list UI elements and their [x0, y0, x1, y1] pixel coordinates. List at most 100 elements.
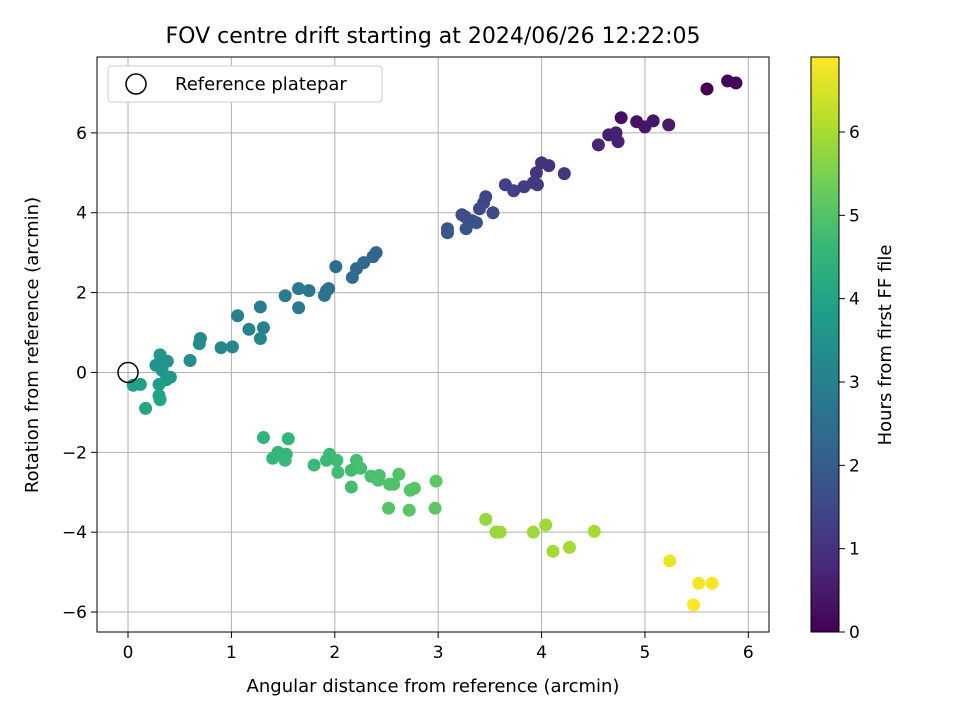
data-point — [307, 458, 321, 472]
y-tick-label: 2 — [76, 284, 87, 304]
x-axis-ticks: 0 1 2 3 4 5 6 — [123, 632, 754, 663]
data-point — [278, 289, 292, 303]
data-point — [614, 111, 628, 125]
data-point — [611, 135, 625, 149]
data-point — [281, 432, 295, 446]
data-point — [292, 282, 306, 296]
data-point — [153, 348, 167, 362]
y-tick-label: 0 — [76, 363, 87, 383]
data-point — [331, 465, 345, 479]
data-point — [256, 431, 270, 445]
colorbar-gradient — [810, 56, 840, 633]
x-tick-label: 3 — [433, 643, 444, 663]
data-point — [562, 540, 576, 554]
data-point — [493, 525, 507, 539]
data-point — [700, 82, 714, 96]
legend-box — [107, 65, 383, 103]
colorbar-tick-label: 6 — [849, 123, 860, 143]
data-point — [278, 453, 292, 467]
data-point — [530, 178, 544, 192]
y-tick-label: 6 — [76, 124, 87, 144]
data-point — [646, 114, 660, 128]
colorbar: 0 1 2 3 4 5 6 Hours from first FF file — [810, 56, 896, 643]
data-point — [662, 118, 676, 132]
plot-area-frame — [96, 56, 770, 633]
data-point — [546, 544, 560, 558]
data-point — [557, 167, 571, 181]
data-point — [354, 461, 368, 475]
data-point — [139, 401, 153, 415]
colorbar-tick-label: 1 — [849, 540, 860, 560]
y-tick-label: −4 — [62, 523, 87, 543]
data-point — [387, 477, 401, 491]
data-point — [473, 202, 487, 216]
data-point — [242, 322, 256, 336]
data-point — [402, 503, 416, 517]
data-point — [591, 138, 605, 152]
data-point — [266, 451, 280, 465]
grid — [97, 57, 769, 632]
colorbar-label: Hours from first FF file — [875, 245, 896, 446]
data-point — [152, 377, 166, 391]
data-point — [529, 166, 543, 180]
data-point — [729, 76, 743, 90]
data-point — [292, 301, 306, 315]
data-point — [153, 393, 167, 407]
reference-platepar-marker — [117, 361, 139, 384]
colorbar-tick-label: 5 — [849, 206, 860, 226]
x-tick-label: 2 — [329, 643, 340, 663]
data-point — [507, 184, 521, 198]
data-point — [302, 284, 316, 298]
legend-reference-marker — [125, 73, 147, 95]
y-axis-label: Rotation from reference (arcmin) — [22, 197, 43, 493]
y-tick-label: 4 — [76, 204, 87, 224]
data-point — [344, 480, 358, 494]
chart-title: FOV centre drift starting at 2024/06/26 … — [166, 24, 701, 49]
data-point — [692, 576, 706, 590]
data-point — [539, 518, 553, 532]
x-tick-label: 5 — [640, 643, 651, 663]
data-point — [366, 250, 380, 264]
data-point — [317, 288, 331, 302]
data-point — [345, 270, 359, 284]
data-point — [428, 501, 442, 515]
data-point — [479, 512, 493, 526]
data-point — [542, 159, 556, 173]
data-point — [459, 222, 473, 236]
y-tick-label: −2 — [62, 443, 87, 463]
data-point — [330, 453, 344, 467]
data-point — [526, 525, 540, 539]
x-axis-label: Angular distance from reference (arcmin) — [247, 676, 620, 697]
data-point — [687, 598, 701, 612]
data-points — [117, 74, 743, 612]
x-tick-label: 0 — [123, 643, 134, 663]
data-point — [329, 260, 343, 274]
data-point — [429, 474, 443, 488]
colorbar-tick-label: 3 — [849, 373, 860, 393]
colorbar-tick-label: 0 — [849, 623, 860, 643]
data-point — [231, 309, 245, 323]
data-point — [225, 340, 239, 354]
data-point — [392, 467, 406, 481]
data-point — [253, 332, 267, 346]
x-tick-label: 4 — [536, 643, 547, 663]
data-point — [371, 473, 385, 487]
data-point — [440, 226, 454, 240]
data-point — [214, 341, 228, 355]
data-point — [587, 524, 601, 538]
colorbar-tick-label: 4 — [849, 290, 860, 310]
legend: Reference platepar — [107, 65, 383, 103]
legend-reference-label: Reference platepar — [175, 74, 347, 95]
colorbar-tick-label: 2 — [849, 456, 860, 476]
data-point — [486, 206, 500, 220]
data-point — [407, 481, 421, 495]
data-point — [320, 453, 334, 467]
x-tick-label: 1 — [226, 643, 237, 663]
data-point — [192, 337, 206, 351]
data-point — [469, 216, 483, 230]
x-tick-label: 6 — [743, 643, 754, 663]
data-point — [663, 554, 677, 568]
data-point — [517, 180, 531, 194]
data-point — [183, 353, 197, 367]
